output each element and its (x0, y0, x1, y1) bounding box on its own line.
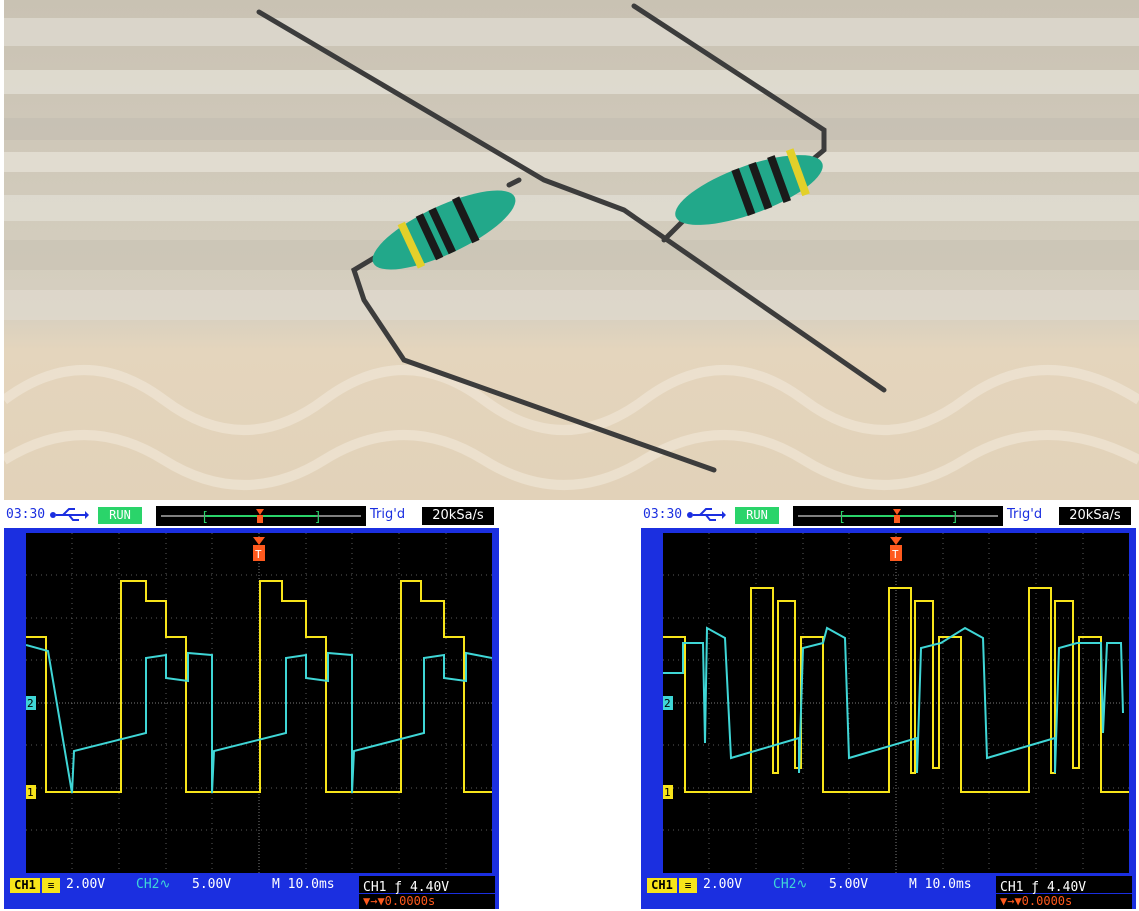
ch1-scale: 2.00V (66, 877, 106, 892)
scope-screen: T 2 1 (663, 533, 1129, 873)
run-status: RUN (735, 507, 779, 524)
ch1-coupling-icon: ≡ (42, 878, 60, 893)
waveform-display: T 2 1 (26, 533, 492, 873)
ch1-coupling-icon: ≡ (679, 878, 697, 893)
svg-text:]: ] (314, 510, 322, 525)
trigger-level-box: CH1 ƒ 4.40V (996, 876, 1132, 895)
svg-text:]: ] (951, 510, 959, 525)
trigger-marker: T (255, 548, 262, 561)
sample-rate: 20kSa/s (1059, 507, 1131, 525)
trigger-offset: ▼→▼0.0000s (996, 894, 1132, 909)
inductor-photo-image (4, 0, 1139, 500)
trigger-status: Trig'd (1007, 507, 1043, 522)
clock: 03:30 (643, 507, 683, 522)
ch2-label: CH2∿ (136, 877, 171, 892)
ch1-level-marker: 1 (26, 785, 36, 799)
svg-text:1: 1 (27, 786, 34, 799)
sample-rate: 20kSa/s (422, 507, 494, 525)
waveform-display: T 2 1 (663, 533, 1129, 873)
trigger-level-box: CH1 ƒ 4.40V (359, 876, 495, 895)
scope-status-bar: 03:30 RUN [ ] Trig'd 20kSa/s (641, 504, 1136, 528)
svg-text:2: 2 (27, 697, 34, 710)
trigger-marker-arrow (253, 537, 265, 545)
timebase: M 10.0ms (909, 877, 972, 892)
ch2-level-marker: 2 (26, 696, 36, 710)
svg-text:[: [ (838, 510, 846, 525)
oscilloscope-right: 03:30 RUN [ ] Trig'd 20kSa/s (641, 504, 1136, 909)
trigger-position-bar: [ ] (156, 506, 366, 526)
ch1-level-marker: 1 (663, 785, 673, 799)
ch2-label: CH2∿ (773, 877, 808, 892)
ch1-scale: 2.00V (703, 877, 743, 892)
trigger-level: CH1 ƒ 4.40V (363, 880, 450, 895)
scope-status-bar: 03:30 RUN [ ] Trig'd 20kSa/s (4, 504, 499, 528)
ch1-label: CH1 (10, 878, 40, 893)
trigger-position-bar: [ ] (793, 506, 1003, 526)
ch2-level-marker: 2 (663, 696, 673, 710)
scope-screen: T 2 1 (26, 533, 492, 873)
clock: 03:30 (6, 507, 46, 522)
oscilloscope-left: 03:30 RUN [ ] Trig'd 20kSa/s (4, 504, 499, 909)
timebase: M 10.0ms (272, 877, 335, 892)
scope-settings-bar: CH1 ≡ 2.00V CH2∿ 5.00V M 10.0ms CH1 ƒ 4.… (4, 874, 499, 909)
usb-icon (49, 506, 89, 524)
trigger-status: Trig'd (370, 507, 406, 522)
ch2-scale: 5.00V (829, 877, 869, 892)
usb-icon (686, 506, 726, 524)
trigger-marker-arrow (890, 537, 902, 545)
ch1-label: CH1 (647, 878, 677, 893)
run-status: RUN (98, 507, 142, 524)
ch2-scale: 5.00V (192, 877, 232, 892)
trigger-level: CH1 ƒ 4.40V (1000, 880, 1087, 895)
trigger-marker: T (892, 548, 899, 561)
svg-text:1: 1 (664, 786, 671, 799)
inductor-photo (4, 0, 1139, 500)
trigger-offset: ▼→▼0.0000s (359, 894, 495, 909)
svg-text:[: [ (201, 510, 209, 525)
svg-text:2: 2 (664, 697, 671, 710)
scope-settings-bar: CH1 ≡ 2.00V CH2∿ 5.00V M 10.0ms CH1 ƒ 4.… (641, 874, 1136, 909)
